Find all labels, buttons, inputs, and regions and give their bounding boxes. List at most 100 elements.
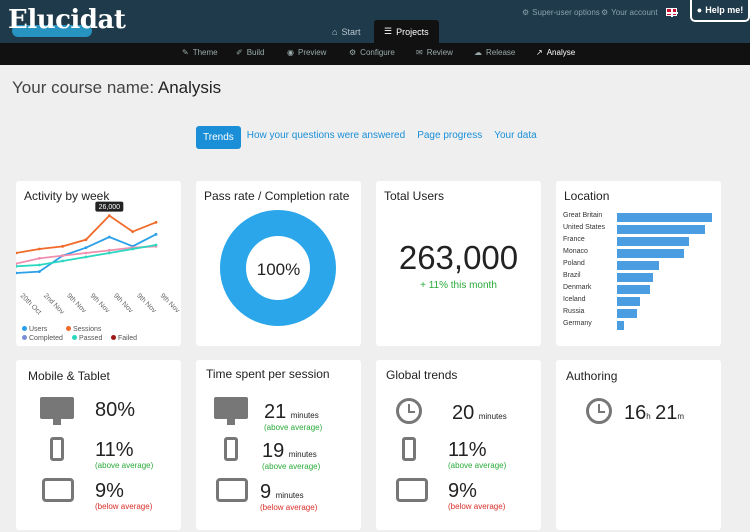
pencil-icon: ✐ [236,48,243,57]
authoring-h-unit: h [646,412,651,421]
subnav-build[interactable]: ✐ Build [236,48,265,57]
location-label: United States [563,224,606,231]
time-desktop-note: (above average) [264,423,323,432]
tablet-icon [216,478,248,502]
global-time-row: 20 minutes [452,402,507,425]
mobile-tablet-value: 9% [95,480,124,502]
location-bar [617,321,624,330]
authoring-title: Authoring [566,369,618,383]
mobile-phone-value: 11% [95,439,134,461]
authoring-minutes: 21 [655,402,678,424]
global-trends-title: Global trends [386,368,458,382]
legend-dot [111,335,116,340]
x-tick-label: 9th Nov [135,292,157,314]
x-tick-label: 20th Oct [19,292,43,316]
phone-icon [224,437,238,461]
data-point[interactable] [131,247,135,251]
data-point[interactable] [37,263,41,267]
time-desktop-value: 21 [264,401,287,423]
tooltip-box [95,201,124,212]
subnav-release[interactable]: ☁ Release [474,48,516,57]
location-label: Poland [563,260,585,267]
phone-icon [402,437,416,461]
pass-rate-card: Pass rate / Completion rate 100% [196,181,361,346]
logo-cloud-shape [12,25,92,37]
location-label: Great Britain [563,212,603,219]
tab-trends[interactable]: Trends [196,126,241,149]
data-point[interactable] [84,255,88,259]
data-point[interactable] [61,244,65,248]
logo[interactable]: Elucidat [8,5,126,35]
uk-flag-icon[interactable] [666,8,678,17]
global-tablet-note: (below average) [448,502,506,511]
data-point[interactable] [84,238,88,242]
donut-ring [220,210,336,326]
time-unit: minutes [275,491,304,500]
total-users-value: 263,000 [398,239,519,276]
data-point[interactable] [107,235,111,239]
data-point[interactable] [61,254,65,258]
location-bar [617,225,705,234]
account-link[interactable]: ⚙ Your account [601,8,658,17]
data-point[interactable] [107,251,111,255]
x-tick-label: 9th Nov [89,292,111,314]
legend-dot [72,335,77,340]
tab-page-progress[interactable]: Page progress [417,130,483,141]
pass-rate-title: Pass rate / Completion rate [204,189,350,203]
tab-start[interactable]: ⌂ Start [332,26,361,37]
total-users-card: Total Users 263,000 + 11% this month [376,181,541,346]
location-bar [617,309,637,318]
location-label: Monaco [563,248,588,255]
data-point[interactable] [61,259,65,263]
data-point[interactable] [154,220,158,224]
global-unit: minutes [478,412,507,421]
data-point[interactable] [154,243,158,247]
data-point[interactable] [107,248,111,252]
global-phone-value: 11% [448,439,487,461]
mobile-tablet-title: Mobile & Tablet [28,369,110,383]
mobile-tablet-note: (below average) [95,502,153,511]
data-point[interactable] [37,270,41,274]
list-icon: ☰ [384,26,393,36]
data-point[interactable] [37,256,41,260]
total-users-title: Total Users [384,189,445,203]
x-tick-label: 2nd Nov [42,292,66,316]
data-point[interactable] [16,262,18,266]
tab-questions[interactable]: How your questions were answered [246,130,406,141]
data-point[interactable] [131,230,135,234]
tab-projects[interactable]: ☰ Projects [374,20,439,43]
data-point[interactable] [84,246,88,250]
subnav-configure[interactable]: ⚙ Configure [349,48,395,57]
subnav-preview[interactable]: ◉ Preview [287,48,327,57]
analysis-tabs: Trends How your questions were answered … [196,126,543,149]
x-tick-label: 9th Nov [65,292,87,314]
time-tablet-row: 9 minutes [260,481,304,504]
time-tablet-value: 9 [260,481,272,503]
sub-navigation [0,43,750,65]
gear-icon: ⚙ [601,8,609,17]
time-phone-note: (above average) [262,462,321,471]
location-title: Location [564,189,610,203]
help-button[interactable]: ● Help me! [690,0,750,22]
eye-icon: ◉ [287,48,294,57]
data-point[interactable] [37,247,41,251]
data-point[interactable] [154,232,158,236]
location-label: Denmark [563,284,592,291]
super-user-options-link[interactable]: ⚙ Super-user options [522,8,600,17]
location-bar [617,273,653,282]
data-point[interactable] [16,251,18,255]
data-point[interactable] [16,271,18,275]
comments-icon: ✉ [416,48,423,57]
legend-completed: Completed [22,335,63,342]
subnav-review[interactable]: ✉ Review [416,48,453,57]
global-tablet-value: 9% [448,480,477,502]
subnav-theme[interactable]: ✎ Theme [182,48,218,57]
mobile-desktop-value: 80% [95,399,136,421]
clock-icon [396,398,422,424]
chart-line-icon: ↗ [536,48,543,57]
data-point[interactable] [107,214,111,218]
subnav-analyse[interactable]: ↗ Analyse [536,48,576,57]
data-point[interactable] [84,251,88,255]
data-point[interactable] [16,264,18,268]
tab-your-data[interactable]: Your data [494,130,537,141]
